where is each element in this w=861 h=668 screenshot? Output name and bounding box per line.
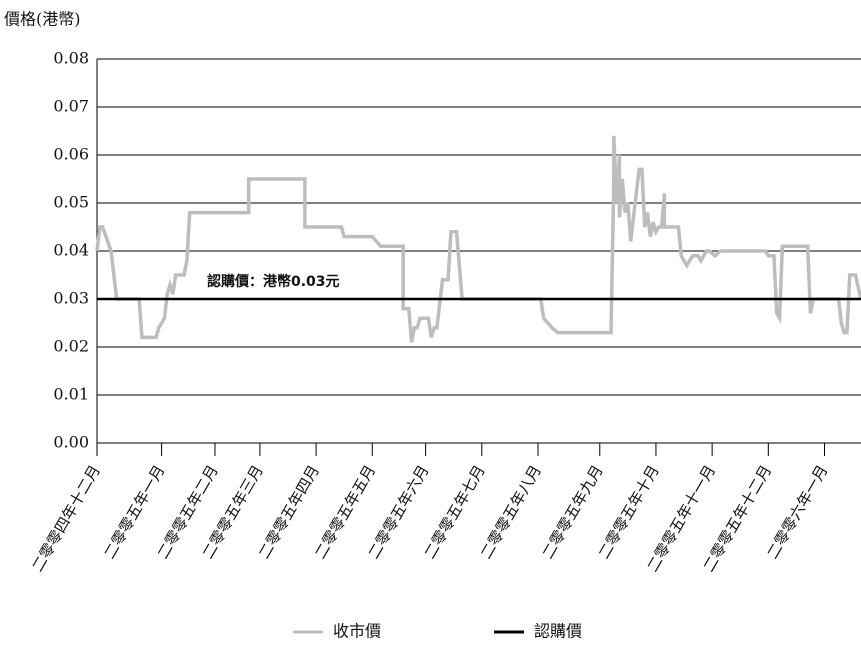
x-tick-label: 二零零五年八月	[477, 462, 545, 562]
y-tick-label: 0.01	[53, 385, 89, 404]
legend-label: 收市價	[333, 622, 381, 641]
y-tick-label: 0.07	[53, 97, 89, 116]
y-tick-label: 0.06	[53, 145, 89, 164]
x-tick-label: 二零零五年十月	[595, 462, 663, 562]
y-tick-label: 0.03	[53, 289, 89, 308]
x-tick-label: 二零零六年一月	[763, 462, 831, 562]
y-axis-label: 價格(港幣)	[4, 10, 81, 29]
y-tick-label: 0.00	[53, 433, 89, 452]
y-tick-label: 0.04	[53, 241, 89, 260]
x-tick-label: 二零零五年七月	[421, 462, 489, 562]
x-tick-label: 二零零四年十二月	[28, 462, 104, 575]
series-line	[95, 135, 861, 343]
y-tick-label: 0.08	[53, 49, 89, 68]
annotation: 認購價：港幣0.03元	[207, 273, 340, 290]
x-tick-label: 二零零五年四月	[255, 462, 323, 562]
y-tick-label: 0.02	[53, 337, 89, 356]
y-tick-label: 0.05	[53, 193, 89, 212]
legend-label: 認購價	[534, 622, 582, 641]
x-tick-label: 二零零五年九月	[539, 462, 607, 562]
